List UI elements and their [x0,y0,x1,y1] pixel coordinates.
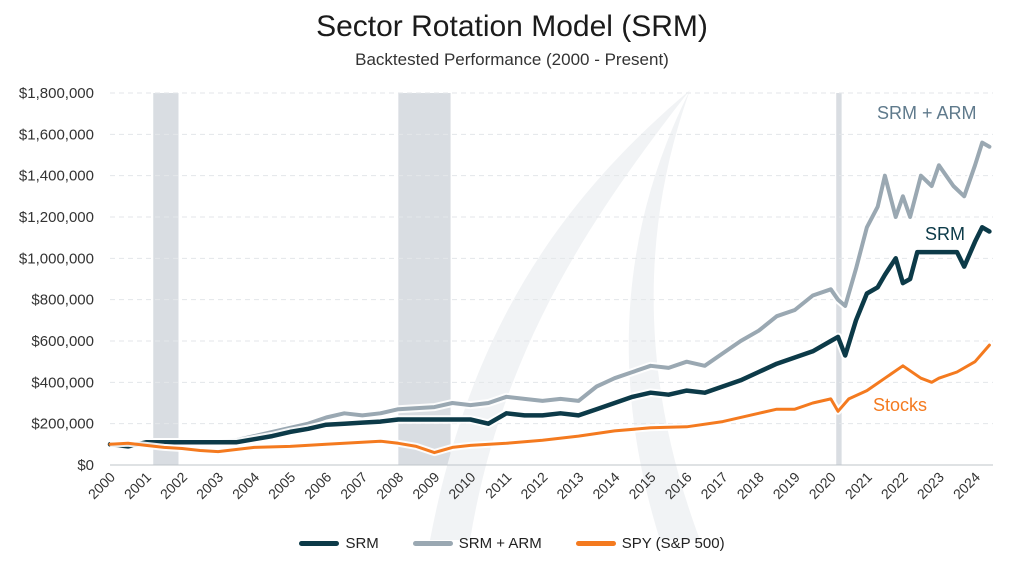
legend-label: SRM [345,535,379,552]
y-tick-label: $800,000 [31,292,94,309]
watermark-shape [430,90,690,540]
x-tick-label: 2013 [553,469,586,502]
x-tick-label: 2023 [914,469,947,502]
x-tick-label: 2009 [409,469,442,502]
legend-item-srm-arm[interactable]: SRM + ARM [412,535,542,552]
y-tick-label: $1,400,000 [19,168,94,185]
x-tick-label: 2005 [265,469,298,502]
x-tick-label: 2011 [482,469,515,502]
annotation-srm-arm: SRM + ARM [877,103,977,123]
x-tick-label: 2002 [157,469,190,502]
x-tick-label: 2024 [950,469,983,502]
y-tick-label: $0 [77,457,94,474]
x-tick-label: 2022 [878,469,911,502]
chart-subtitle: Backtested Performance (2000 - Present) [355,50,669,69]
annotation-stocks: Stocks [873,395,928,415]
x-tick-label: 2018 [734,469,767,502]
watermark-shape [628,90,700,540]
legend-item-srm[interactable]: SRM [299,535,379,552]
legend-label: SPY (S&P 500) [621,535,725,552]
legend-swatch [575,541,616,546]
x-tick-label: 2001 [121,469,154,502]
x-tick-label: 2008 [373,469,406,502]
series-line-srm-arm [108,140,992,448]
chart-title: Sector Rotation Model (SRM) [316,10,708,43]
x-tick-label: 2019 [770,469,803,502]
x-tick-label: 2020 [806,469,839,502]
x-axis-ticks: 2000 2001 2002 2003 2004 2005 2006 2007 2008 2009… [85,469,983,502]
series-lines [107,138,993,457]
shaded-period [836,93,842,465]
y-tick-label: $1,000,000 [19,250,94,267]
x-tick-label: 2006 [301,469,334,502]
legend-label: SRM + ARM [458,535,542,552]
shaded-periods [153,93,842,465]
y-tick-label: $1,800,000 [19,85,94,102]
x-tick-label: 2007 [337,469,370,502]
y-tick-label: $600,000 [31,333,94,350]
legend-item-spy[interactable]: SPY (S&P 500) [575,535,725,552]
legend-swatch [412,541,453,546]
annotation-srm: SRM [925,224,965,244]
x-tick-label: 2003 [193,469,226,502]
y-tick-label: $200,000 [31,416,94,433]
y-tick-label: $1,600,000 [19,126,94,143]
legend: SRM SRM + ARM SPY (S&P 500) [0,535,1024,552]
series-line-srm [107,225,992,449]
x-tick-label: 2012 [517,469,550,502]
x-tick-label: 2014 [589,469,622,502]
shaded-period [153,93,179,465]
y-tick-label: $1,200,000 [19,209,94,226]
x-tick-label: 2017 [697,469,730,502]
series-line-spy-s-p-500 [108,343,991,455]
legend-swatch [299,541,340,546]
x-tick-label: 2021 [842,469,875,502]
x-tick-label: 2004 [229,469,262,502]
y-tick-label: $400,000 [31,374,94,391]
y-axis-ticks: $0 $200,000 $400,000 $600,000 $800,000 $1,000… [19,85,94,474]
gridlines [110,92,993,466]
